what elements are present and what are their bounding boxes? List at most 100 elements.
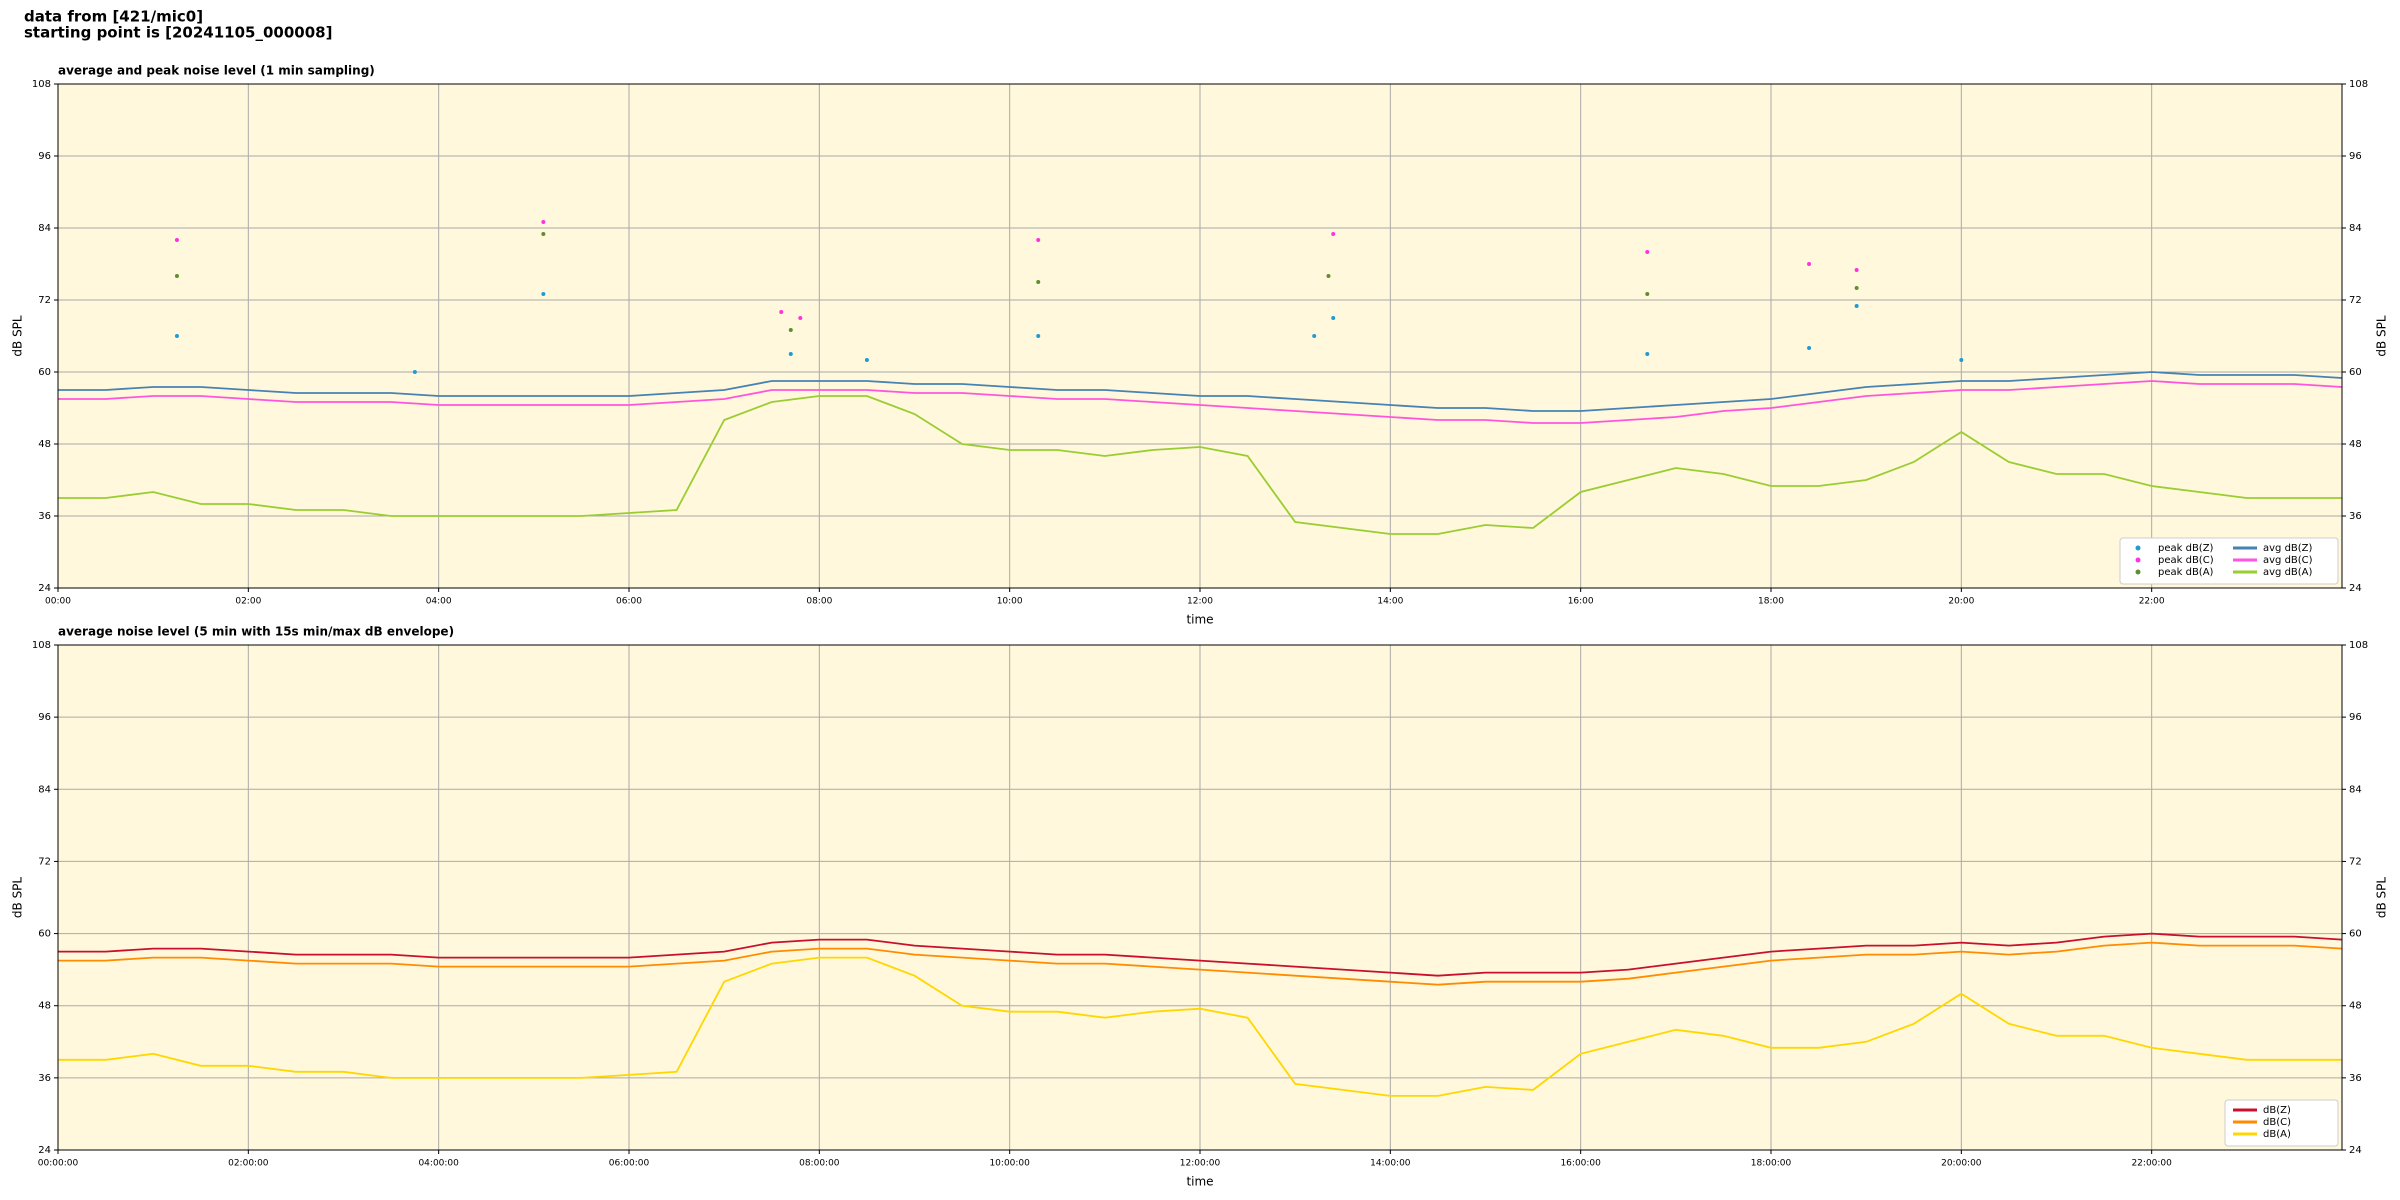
- y2-axis-label: dB SPL: [2375, 315, 2389, 357]
- y-tick-label: 108: [32, 79, 51, 90]
- x-tick-label: 18:00: [1758, 597, 1784, 607]
- peak-point: [541, 220, 546, 224]
- x-tick-label: 00:00:00: [38, 1159, 79, 1169]
- x-tick-label: 16:00:00: [1560, 1159, 1601, 1169]
- x-tick-label: 14:00: [1377, 597, 1403, 607]
- legend-label: dB(A): [2263, 1129, 2291, 1140]
- x-tick-label: 08:00: [806, 597, 832, 607]
- peak-point: [1959, 358, 1964, 362]
- peak-point: [1312, 334, 1317, 338]
- peak-point: [541, 292, 546, 296]
- peak-point: [788, 328, 793, 332]
- x-tick-label: 06:00:00: [609, 1159, 650, 1169]
- y-tick-label: 84: [38, 784, 51, 795]
- x-tick-label: 04:00: [426, 597, 452, 607]
- y2-tick-label: 72: [2349, 856, 2362, 867]
- peak-point: [1331, 316, 1336, 320]
- y2-tick-label: 108: [2349, 79, 2368, 90]
- peak-point: [864, 358, 869, 362]
- x-tick-label: 20:00:00: [1941, 1159, 1982, 1169]
- y2-tick-label: 60: [2349, 929, 2362, 940]
- peak-point: [1645, 352, 1650, 356]
- y-tick-label: 84: [38, 223, 51, 234]
- legend-label: avg dB(Z): [2263, 543, 2313, 554]
- y2-tick-label: 48: [2349, 1001, 2362, 1012]
- y-tick-label: 60: [38, 929, 51, 940]
- y2-tick-label: 24: [2349, 583, 2362, 594]
- peak-point: [788, 352, 793, 356]
- peak-point: [779, 310, 784, 314]
- peak-point: [1331, 232, 1336, 236]
- legend-marker: [2135, 569, 2141, 575]
- x-tick-label: 20:00: [1948, 597, 1974, 607]
- y2-tick-label: 108: [2349, 640, 2368, 651]
- y-tick-label: 72: [38, 295, 51, 306]
- y-tick-label: 24: [38, 1145, 51, 1156]
- peak-point: [1326, 274, 1331, 278]
- series-line: [58, 395, 2342, 535]
- peak-point: [412, 370, 417, 374]
- peak-point: [798, 316, 803, 320]
- y-tick-label: 48: [38, 1001, 51, 1012]
- peak-point: [1807, 262, 1812, 266]
- series-line: [58, 371, 2343, 412]
- series-line: [58, 941, 2343, 986]
- x-tick-label: 12:00: [1187, 597, 1213, 607]
- y-tick-label: 96: [38, 712, 51, 723]
- header-line: data from [421/mic0]: [24, 8, 203, 26]
- x-tick-label: 16:00: [1568, 597, 1594, 607]
- legend-label: dB(C): [2263, 1117, 2291, 1128]
- x-tick-label: 02:00:00: [228, 1159, 269, 1169]
- legend-label: avg dB(A): [2263, 567, 2313, 578]
- x-tick-label: 02:00: [235, 597, 261, 607]
- x-tick-label: 10:00: [997, 597, 1023, 607]
- legend-box: [2119, 537, 2339, 585]
- y2-tick-label: 48: [2349, 439, 2362, 450]
- legend-label: peak dB(C): [2158, 555, 2214, 566]
- y-tick-label: 72: [38, 856, 51, 867]
- y2-tick-label: 84: [2349, 223, 2362, 234]
- y2-tick-label: 84: [2349, 784, 2362, 795]
- x-tick-label: 10:00:00: [989, 1159, 1030, 1169]
- peak-point: [1036, 238, 1041, 242]
- legend-label: dB(Z): [2263, 1105, 2291, 1116]
- y2-tick-label: 96: [2349, 151, 2362, 162]
- peak-point: [174, 238, 179, 242]
- legend-label: peak dB(Z): [2158, 543, 2214, 554]
- y2-tick-label: 36: [2349, 511, 2362, 522]
- peak-point: [1036, 334, 1041, 338]
- y-tick-label: 48: [38, 439, 51, 450]
- y-axis-label: dB SPL: [11, 877, 25, 919]
- peak-point: [174, 274, 179, 278]
- plot-frame: [57, 644, 2343, 1151]
- y2-axis-label: dB SPL: [2375, 877, 2389, 919]
- peak-point: [1854, 268, 1859, 272]
- y2-tick-label: 60: [2349, 367, 2362, 378]
- chart-title: average and peak noise level (1 min samp…: [58, 64, 375, 78]
- x-tick-label: 22:00:00: [2131, 1159, 2172, 1169]
- x-tick-label: 12:00:00: [1180, 1159, 1221, 1169]
- series-line: [58, 380, 2343, 424]
- header-line: starting point is [20241105_000008]: [24, 24, 332, 42]
- peak-point: [1645, 292, 1650, 296]
- y-tick-label: 60: [38, 367, 51, 378]
- legend-label: peak dB(A): [2158, 567, 2214, 578]
- y2-tick-label: 96: [2349, 712, 2362, 723]
- x-tick-label: 14:00:00: [1370, 1159, 1411, 1169]
- x-axis-label: time: [1186, 613, 1213, 627]
- y-tick-label: 24: [38, 583, 51, 594]
- y-tick-label: 96: [38, 151, 51, 162]
- y-tick-label: 36: [38, 511, 51, 522]
- y2-tick-label: 24: [2349, 1145, 2362, 1156]
- x-axis-label: time: [1186, 1175, 1213, 1189]
- y-tick-label: 36: [38, 1073, 51, 1084]
- chart-title: average noise level (5 min with 15s min/…: [58, 625, 454, 639]
- series-line: [58, 956, 2342, 1097]
- peak-point: [1854, 304, 1859, 308]
- x-tick-label: 22:00: [2139, 597, 2165, 607]
- x-tick-label: 18:00:00: [1751, 1159, 1792, 1169]
- x-tick-label: 08:00:00: [799, 1159, 840, 1169]
- plot-frame: [57, 83, 2343, 589]
- legend-marker: [2135, 557, 2141, 563]
